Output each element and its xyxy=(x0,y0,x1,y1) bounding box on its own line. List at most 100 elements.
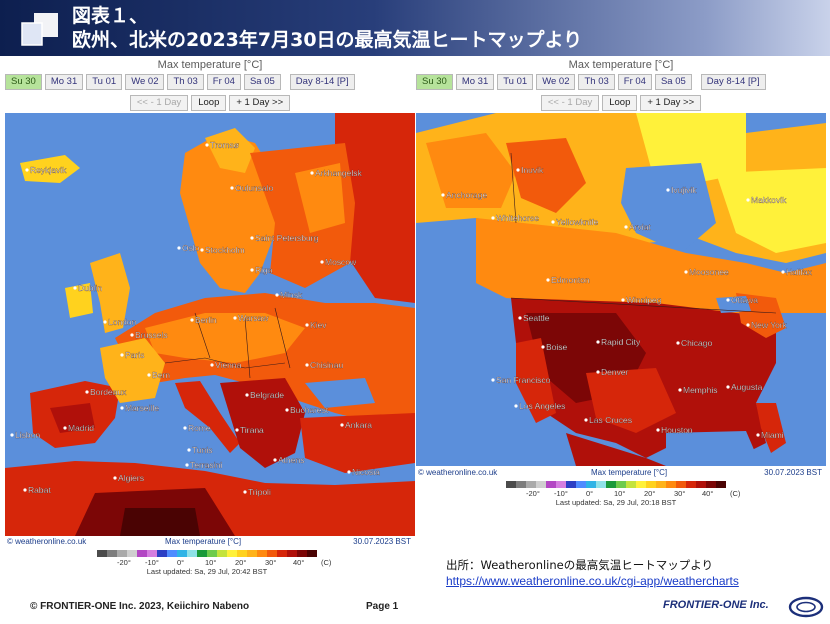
city-label: Minsk xyxy=(280,290,303,300)
day-button-tu01[interactable]: Tu 01 xyxy=(497,74,534,90)
city-marker: Arkhangelsk xyxy=(310,168,363,178)
city-marker: Moscow xyxy=(320,257,357,267)
city-dot xyxy=(347,470,351,474)
day-selector: Su 30 Mo 31 Tu 01 We 02 Th 03 Fr 04 Sa 0… xyxy=(416,74,826,90)
city-label: Riga xyxy=(255,265,273,275)
legend-swatch xyxy=(596,481,606,488)
city-marker: Tripoli xyxy=(243,487,271,497)
day-button-sa05[interactable]: Sa 05 xyxy=(654,74,692,90)
legend-swatch xyxy=(307,550,317,557)
city-marker: Riga xyxy=(250,265,273,275)
day-button-mo31[interactable]: Mo 31 xyxy=(44,74,84,90)
north-america-heatmap-graphic: Inuvik Anchorage Ivujivik Makkovik Whitehors… xyxy=(416,113,826,466)
city-marker: Halifax xyxy=(781,267,813,277)
city-dot xyxy=(63,426,67,430)
city-dot xyxy=(518,316,522,320)
city-marker: Houston xyxy=(656,425,693,435)
day-button-fr04[interactable]: Fr 04 xyxy=(617,74,652,90)
legend-swatch xyxy=(277,550,287,557)
city-label: Bern xyxy=(152,370,170,380)
city-label: Miami xyxy=(761,430,784,440)
city-marker: New York xyxy=(746,320,788,330)
city-marker: Paris xyxy=(120,350,145,360)
city-dot xyxy=(187,448,191,452)
legend-swatch xyxy=(626,481,636,488)
city-marker: Bern xyxy=(147,370,170,380)
city-marker: Makkovik xyxy=(746,195,787,205)
day-button-th03[interactable]: Th 03 xyxy=(578,74,615,90)
source-url-link[interactable]: https://www.weatheronline.co.uk/cgi-app/… xyxy=(446,574,739,588)
day-button-tu01[interactable]: Tu 01 xyxy=(86,74,123,90)
city-dot xyxy=(305,323,309,327)
legend-tick: 10° xyxy=(614,489,626,498)
city-marker: Edmonton xyxy=(546,275,590,285)
legend-swatch xyxy=(676,481,686,488)
city-dot xyxy=(756,433,760,437)
city-dot xyxy=(678,388,682,392)
day-button-fr04[interactable]: Fr 04 xyxy=(206,74,241,90)
map-footer-title: Max temperature [°C] xyxy=(165,537,242,546)
day-button-th03[interactable]: Th 03 xyxy=(167,74,204,90)
city-marker: Rabat xyxy=(23,485,51,495)
city-marker: Warsaw xyxy=(233,313,269,323)
prev-day-button[interactable]: << - 1 Day xyxy=(129,95,189,111)
next-day-button[interactable]: + 1 Day >> xyxy=(229,95,291,111)
next-day-button[interactable]: + 1 Day >> xyxy=(640,95,702,111)
day-button-8-14[interactable]: Day 8-14 [P] xyxy=(700,74,766,90)
legend-tick: -10° xyxy=(145,558,159,567)
day-button-we02[interactable]: We 02 xyxy=(125,74,165,90)
city-label: Ivujivik xyxy=(671,185,697,195)
legend-swatch xyxy=(516,481,526,488)
city-label: Athens xyxy=(278,455,304,465)
city-dot xyxy=(305,363,309,367)
city-label: Las Cruces xyxy=(589,415,632,425)
legend-swatch xyxy=(227,550,237,557)
day-button-we02[interactable]: We 02 xyxy=(536,74,576,90)
legend-swatch xyxy=(636,481,646,488)
city-marker: Denver xyxy=(596,367,629,377)
north-america-heatmap: Inuvik Anchorage Ivujivik Makkovik Whitehors… xyxy=(416,113,826,466)
city-dot xyxy=(185,463,189,467)
city-marker: Inuvik xyxy=(516,165,544,175)
legend-color-bar xyxy=(97,550,317,557)
legend-swatch xyxy=(556,481,566,488)
city-marker: Boise xyxy=(541,342,568,352)
legend-tick: 20° xyxy=(235,558,247,567)
city-dot xyxy=(210,363,214,367)
day-button-su30[interactable]: Su 30 xyxy=(416,74,453,90)
legend-swatch xyxy=(147,550,157,557)
city-label: Oulunsalo xyxy=(235,183,274,193)
day-button-mo31[interactable]: Mo 31 xyxy=(455,74,495,90)
city-label: New York xyxy=(751,320,788,330)
city-label: Rapid City xyxy=(601,337,641,347)
legend-swatch xyxy=(97,550,107,557)
legend-color-bar xyxy=(506,481,726,488)
city-label: Stockholm xyxy=(205,245,245,255)
city-label: Tunis xyxy=(192,445,212,455)
city-dot xyxy=(684,270,688,274)
city-marker: Marseille xyxy=(120,403,159,413)
prev-day-button[interactable]: << - 1 Day xyxy=(540,95,600,111)
day-button-su30[interactable]: Su 30 xyxy=(5,74,42,90)
map-source[interactable]: © weatheronline.co.uk xyxy=(7,537,87,546)
europe-heatmap-graphic: Reykjavik Tromsø Oulunsalo Arkhangelsk Dubli… xyxy=(5,113,415,536)
legend-swatch xyxy=(706,481,716,488)
slide-title-line2: 欧州、北米の2023年7月30日の最高気温ヒートマップより xyxy=(72,29,583,51)
city-dot xyxy=(273,458,277,462)
city-label: Paris xyxy=(125,350,144,360)
slide-title: 図表１、 欧州、北米の2023年7月30日の最高気温ヒートマップより xyxy=(72,4,582,52)
city-dot xyxy=(23,488,27,492)
city-label: Bordeaux xyxy=(90,387,127,397)
map-source[interactable]: © weatheronline.co.uk xyxy=(418,468,498,477)
city-marker: Tromsø xyxy=(205,140,239,150)
city-label: Rabat xyxy=(28,485,51,495)
city-marker: Bordeaux xyxy=(85,387,127,397)
day-button-sa05[interactable]: Sa 05 xyxy=(243,74,281,90)
legend-swatch xyxy=(107,550,117,557)
day-button-8-14[interactable]: Day 8-14 [P] xyxy=(289,74,355,90)
city-marker: Whitehorse xyxy=(491,213,539,223)
loop-button[interactable]: Loop xyxy=(602,95,638,111)
loop-button[interactable]: Loop xyxy=(191,95,227,111)
city-label: Moscow xyxy=(325,257,357,267)
city-dot xyxy=(250,236,254,240)
